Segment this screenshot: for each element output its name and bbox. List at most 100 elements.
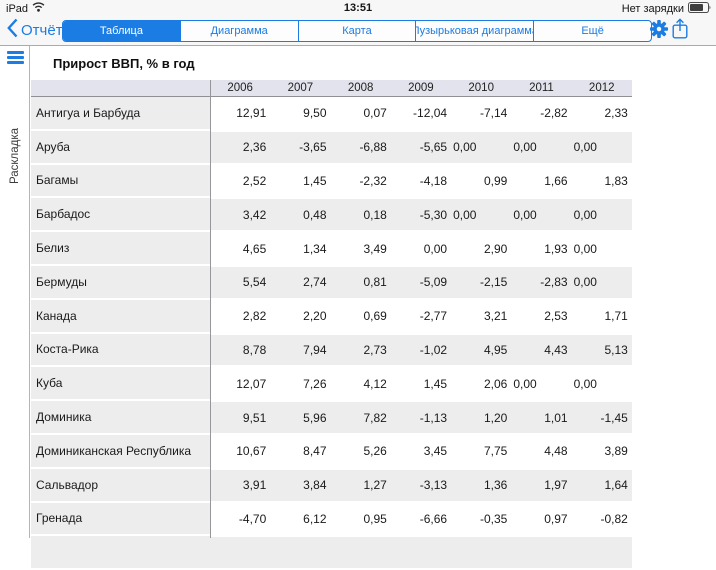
value-cell: 0,00	[513, 140, 537, 155]
header-cell-year[interactable]: 2012	[588, 82, 615, 94]
value-cell: 12,07	[236, 376, 267, 391]
table-row[interactable]: Канада 2,82 2,20 0,69 -2,77 3,21 2,53 1,71	[31, 299, 632, 334]
country-cell: Белиз	[31, 232, 210, 266]
value-cell: 8,78	[242, 342, 267, 357]
row-values: 3,42 0,48 0,18 -5,30 0,00 0,00 0,00	[210, 198, 632, 233]
header-cell-year[interactable]: 2007	[287, 82, 314, 94]
value-cell: -2,15	[479, 275, 508, 290]
value-cell: -6,88	[359, 140, 387, 155]
value-cell: 4,95	[483, 342, 508, 357]
country-cell: Коста-Рика	[31, 333, 210, 368]
header-cell-year[interactable]: 2010	[468, 82, 494, 94]
value-cell: 0,00	[423, 241, 448, 256]
value-cell: -7,14	[479, 106, 508, 121]
value-cell: 1,64	[604, 478, 628, 493]
value-cell: 0,18	[363, 207, 387, 222]
country-cell: Доминика	[31, 401, 210, 435]
value-cell: -2,82	[540, 106, 568, 121]
header-cell-year[interactable]: 2011	[529, 82, 554, 94]
country-cell: Барбадос	[31, 198, 210, 233]
row-values: 5,54 2,74 0,81 -5,09 -2,15 -2,83 0,00	[210, 265, 632, 300]
table-row[interactable]: Куба 12,07 7,26 4,12 1,45 2,06 0,00 0,00	[31, 367, 632, 402]
table-row[interactable]: Доминика 9,51 5,96 7,82 -1,13 1,20 1,01 -1,45	[31, 401, 632, 435]
value-cell: -5,09	[419, 275, 448, 290]
value-cell: 1,93	[544, 241, 568, 256]
value-cell: 0,00	[573, 241, 597, 256]
tab-table[interactable]: Таблица	[63, 21, 180, 41]
value-cell: 0,00	[573, 140, 597, 155]
country-cell: Антигуа и Барбуда	[31, 97, 210, 131]
report-title: Прирост ВВП, % в год	[53, 56, 195, 71]
country-cell	[31, 536, 210, 570]
value-cell: 1,20	[483, 410, 508, 425]
menu-icon[interactable]	[7, 51, 24, 66]
tab-bubble-chart[interactable]: Пузырьковая диаграмма	[415, 21, 533, 41]
table-row[interactable]: Бермуды 5,54 2,74 0,81 -5,09 -2,15 -2,83 0,00	[31, 265, 632, 300]
country-cell: Сальвадор	[31, 468, 210, 503]
value-cell: 3,84	[303, 478, 327, 493]
header-cell-year[interactable]: 2009	[408, 82, 434, 94]
country-cell: Куба	[31, 367, 210, 402]
row-values: 2,36 -3,65 -6,88 -5,65 0,00 0,00 0,00	[210, 130, 632, 165]
table-row[interactable]: Антигуа и Барбуда 12,91 9,50 0,07 -12,04 -7,1…	[31, 97, 632, 131]
value-cell: 7,82	[363, 410, 387, 425]
value-cell: -6,66	[419, 511, 448, 526]
tab-map[interactable]: Карта	[297, 21, 416, 41]
value-cell: -2,83	[540, 275, 568, 290]
value-cell: 0,00	[573, 376, 597, 391]
value-cell: 2,33	[604, 106, 628, 121]
tab-chart[interactable]: Диаграмма	[179, 21, 298, 41]
tab-more[interactable]: Ещё	[533, 21, 651, 41]
table-row[interactable]: Багамы 2,52 1,45 -2,32 -4,18 0,99 1,66 1,83	[31, 164, 632, 199]
header-cell-year[interactable]: 2008	[347, 82, 374, 94]
value-cell: 3,49	[363, 241, 387, 256]
row-values: 10,67 8,47 5,26 3,45 7,75 4,48 3,89	[210, 434, 632, 469]
row-values: 12,07 7,26 4,12 1,45 2,06 0,00 0,00	[210, 367, 632, 402]
value-cell: 2,82	[242, 309, 267, 324]
table-header-row: 2006 2007 2008 2009 2010 2011 2012	[31, 80, 632, 97]
value-cell: 1,34	[303, 241, 327, 256]
value-cell: -2,77	[419, 309, 448, 324]
battery-icon	[688, 2, 711, 16]
value-cell: 1,36	[483, 478, 508, 493]
value-cell: 5,96	[303, 410, 327, 425]
value-cell: 2,73	[363, 342, 387, 357]
table-row[interactable]: Гренада -4,70 6,12 0,95 -6,66 -0,35 0,97 -0,82	[31, 502, 632, 537]
value-cell: -4,18	[419, 173, 448, 188]
status-time: 13:51	[343, 2, 373, 14]
row-values: 3,91 3,84 1,27 -3,13 1,36 1,97 1,64	[210, 468, 632, 503]
value-cell: 0,81	[363, 275, 387, 290]
value-cell: -1,02	[419, 342, 448, 357]
value-cell: 0,95	[363, 511, 387, 526]
value-cell: 1,83	[604, 173, 628, 188]
table-row[interactable]: Аруба 2,36 -3,65 -6,88 -5,65 0,00 0,00 0,00	[31, 130, 632, 165]
value-cell: -1,45	[600, 410, 628, 425]
table-row[interactable]: Доминиканская Республика 10,67 8,47 5,26 3,4…	[31, 434, 632, 469]
device-label: iPad	[6, 2, 29, 15]
value-cell: -3,13	[419, 478, 448, 493]
row-values: 8,78 7,94 2,73 -1,02 4,95 4,43 5,13	[210, 333, 632, 368]
value-cell: 8,47	[303, 444, 327, 459]
value-cell: 0,00	[573, 275, 597, 290]
data-table: 2006 2007 2008 2009 2010 2011 2012 Антигуа и Б…	[31, 80, 632, 570]
table-row[interactable]: Коста-Рика 8,78 7,94 2,73 -1,02 4,95 4,43 5,13	[31, 333, 632, 368]
table-row[interactable]: Сальвадор 3,91 3,84 1,27 -3,13 1,36 1,97 1,64	[31, 468, 632, 503]
country-cell: Доминиканская Республика	[31, 434, 210, 469]
value-cell: -4,70	[238, 511, 267, 526]
value-cell: 4,12	[363, 376, 387, 391]
value-cell: 12,91	[236, 106, 267, 121]
value-cell: 1,45	[423, 376, 448, 391]
value-cell: 3,42	[242, 207, 267, 222]
header-cell-year[interactable]: 2006	[227, 82, 253, 94]
value-cell: 3,89	[604, 444, 628, 459]
country-cell: Багамы	[31, 164, 210, 199]
row-values: 12,91 9,50 0,07 -12,04 -7,14 -2,82 2,33	[210, 97, 632, 131]
table-row[interactable]: Барбадос 3,42 0,48 0,18 -5,30 0,00 0,00 0,00	[31, 198, 632, 233]
value-cell: -0,82	[600, 511, 628, 526]
value-cell: 3,21	[483, 309, 508, 324]
row-values: 2,82 2,20 0,69 -2,77 3,21 2,53 1,71	[210, 299, 632, 334]
settings-button[interactable]	[649, 19, 669, 42]
share-button[interactable]	[670, 18, 690, 42]
back-button[interactable]: Отчёты	[7, 18, 73, 42]
table-row[interactable]: Белиз 4,65 1,34 3,49 0,00 2,90 1,93 0,00	[31, 232, 632, 266]
